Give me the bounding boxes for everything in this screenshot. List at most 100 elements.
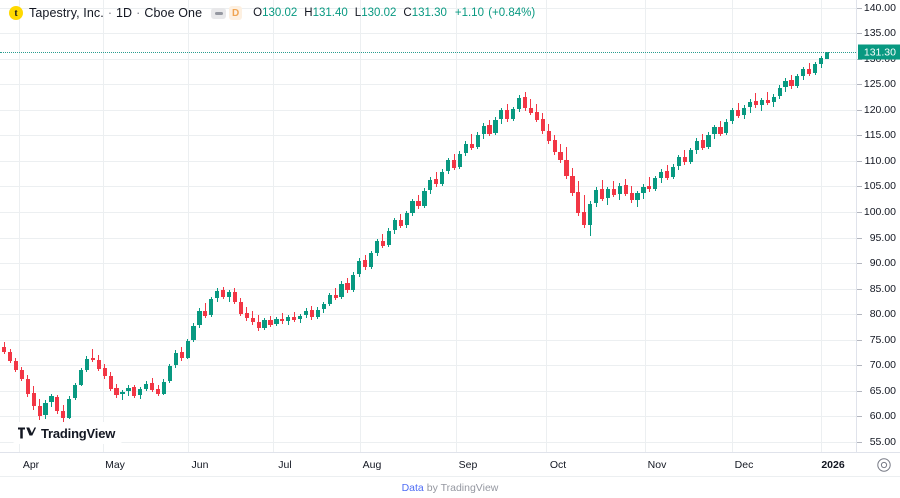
candlestick [155,0,161,452]
candlestick [380,0,386,452]
price-tick-dash [857,416,862,418]
candle-body [795,76,800,86]
clock-settings-icon[interactable] [876,457,892,473]
gridline-vertical [103,0,104,452]
candlestick [238,0,243,452]
candle-wick [613,180,615,198]
candlestick [61,0,66,452]
candlestick [463,0,468,452]
gridline-horizontal [0,160,856,162]
candle-body [487,125,492,134]
candlestick [718,0,723,452]
candlestick [43,0,48,452]
candle-body [517,97,522,109]
candle-body [209,298,214,316]
candle-body [244,313,249,319]
candlestick [759,0,764,452]
candle-body [771,96,776,103]
candle-body [777,87,782,96]
candle-body [286,317,291,321]
candle-body [742,107,747,116]
gridline-horizontal [0,135,856,137]
candle-body [540,119,545,132]
candlestick [676,0,682,452]
candle-body [564,159,569,177]
candlestick [185,0,190,452]
candlestick [7,0,13,452]
candlestick [724,0,729,452]
candle-body [7,351,13,362]
price-tick-dash [857,186,862,188]
candlestick [357,0,362,452]
price-tick-dash [857,237,862,239]
candlestick [582,0,587,452]
candlestick [446,0,451,452]
candlestick [659,0,664,452]
candle-body [173,352,178,366]
candle-body [641,186,646,193]
candle-body [114,388,119,395]
candlestick [161,0,167,452]
candle-body [84,358,90,370]
candle-body [339,283,344,298]
candlestick [132,0,137,452]
candle-body [505,109,510,120]
candle-body [49,396,54,403]
candle-body [653,178,658,189]
candlestick [599,0,605,452]
candle-body [298,315,303,320]
gridline-vertical [546,0,547,452]
gridline-horizontal [0,314,856,316]
candle-body [629,193,634,201]
candlestick [410,0,415,452]
chart-pane[interactable]: TradingView [0,0,856,452]
data-link[interactable]: Data [401,481,424,494]
candle-body [582,212,587,226]
tradingview-logo-icon [18,427,36,439]
candle-body [73,385,78,399]
candlestick [37,0,42,452]
candle-wick [121,389,123,400]
candle-body [801,69,806,76]
gridline-horizontal [0,288,856,290]
gridline-horizontal [0,441,856,443]
candlestick [499,0,504,452]
time-axis[interactable]: Apr May Jun Jul Aug Sep Oct Nov Dec 2026 [0,452,900,476]
candlestick [309,0,315,452]
candle-wick [648,177,650,193]
candlestick [434,0,439,452]
candlestick [73,0,78,452]
candle-body [451,159,457,168]
price-tick-label: 110.00 [864,154,896,167]
candlestick [250,0,255,452]
candlestick [665,0,670,452]
candle-body [534,112,539,120]
candle-body [635,193,640,200]
time-tick-label: May [105,459,125,471]
price-axis[interactable]: 140.00135.00130.00125.00120.00115.00110.… [856,0,900,452]
candlestick [25,0,30,452]
candlestick [298,0,303,452]
candle-body [179,352,184,359]
candle-body [522,97,528,109]
candle-body [617,185,622,195]
candle-body [434,179,439,185]
gridline-horizontal [0,58,856,60]
time-tick-label: Jul [278,459,292,471]
candlestick [315,0,320,452]
candle-body [90,358,95,361]
candle-body [262,320,267,328]
candlestick [286,0,291,452]
candlestick [191,0,196,452]
candlestick [623,0,628,452]
time-tick-label: 2026 [821,459,845,471]
candlestick [611,0,616,452]
candlestick [712,0,717,452]
candlestick [49,0,54,452]
candlestick [108,0,113,452]
candlestick [232,0,238,452]
candlestick [481,0,486,452]
candlestick [179,0,184,452]
candlestick [475,0,480,452]
candle-body [150,383,155,390]
